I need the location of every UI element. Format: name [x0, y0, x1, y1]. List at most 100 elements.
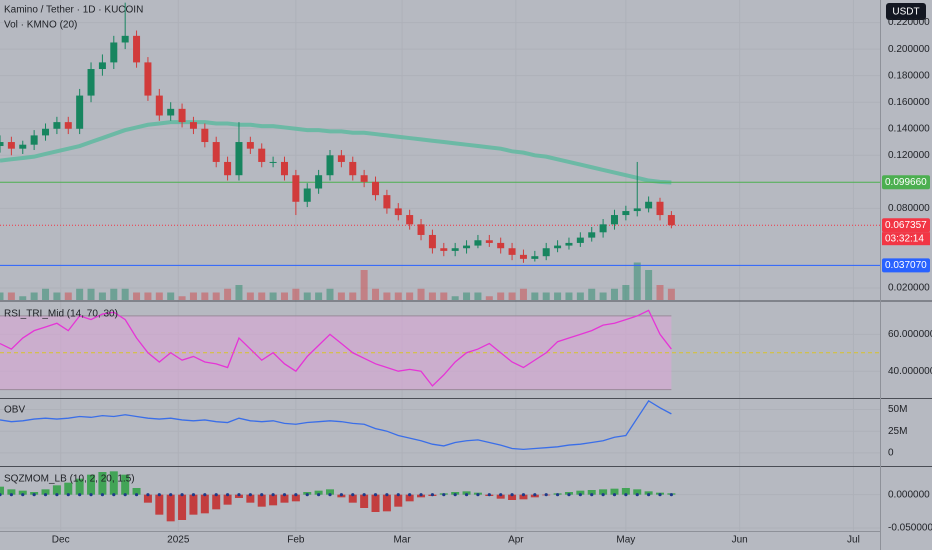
- squeeze-dot: [134, 493, 139, 497]
- candle-body: [645, 201, 653, 209]
- x-tick-label: May: [616, 535, 635, 546]
- volume-bar: [201, 292, 209, 300]
- price-badge: [882, 218, 930, 233]
- candle-body: [508, 248, 516, 255]
- candle-body: [246, 142, 254, 149]
- momentum-bar: [519, 494, 528, 500]
- candle-body: [497, 242, 505, 249]
- squeeze-dot: [487, 493, 491, 497]
- squeeze-dot: [180, 493, 184, 497]
- squeeze-dot: [317, 493, 321, 497]
- volume-bar: [0, 292, 4, 300]
- momentum-bar: [257, 494, 266, 507]
- candle-body: [258, 148, 266, 162]
- squeeze-dot: [89, 493, 93, 497]
- squeeze-dot: [408, 493, 412, 497]
- squeeze-dot: [260, 493, 264, 497]
- momentum-bar: [280, 494, 289, 503]
- candle-body: [224, 161, 232, 176]
- x-tick-label: Feb: [287, 535, 305, 546]
- squeeze-dot: [647, 493, 651, 497]
- candle-body: [178, 108, 186, 123]
- squeeze-dot: [282, 493, 287, 497]
- candle-body: [292, 175, 300, 202]
- squeeze-dot: [305, 493, 309, 497]
- momentum-bar: [587, 490, 596, 495]
- momentum-bar: [508, 494, 517, 500]
- squeeze-dot: [191, 493, 196, 497]
- candle-body: [326, 155, 334, 176]
- squeeze-dot: [419, 493, 423, 497]
- candle-body: [519, 254, 527, 259]
- volume-bar: [42, 288, 50, 300]
- candle-body: [485, 240, 493, 243]
- candle-body: [121, 35, 129, 43]
- squeeze-dot: [567, 493, 571, 497]
- volume-bar: [451, 296, 459, 300]
- volume-bar: [224, 288, 232, 300]
- squeeze-dot: [578, 493, 582, 497]
- squeeze-dot: [612, 493, 617, 497]
- squeeze-dot: [442, 493, 446, 497]
- squeeze-dot: [373, 493, 378, 497]
- squeeze-dot: [476, 493, 480, 497]
- volume-bar: [155, 292, 163, 300]
- candle-body: [360, 175, 368, 182]
- volume-bar: [645, 270, 653, 300]
- volume-bar: [656, 285, 664, 300]
- squeeze-dot: [533, 493, 537, 497]
- candle-body: [64, 122, 72, 129]
- squeeze-dot: [590, 493, 594, 497]
- squeeze-dot: [624, 493, 628, 497]
- price-badge-label: 0.099660: [885, 177, 927, 188]
- candle-body: [212, 142, 220, 162]
- squeeze-dot: [669, 493, 673, 497]
- candle-body: [576, 237, 584, 243]
- candle-body: [167, 108, 175, 116]
- y-tick-label: 60.000000: [888, 329, 932, 340]
- candle-body: [337, 155, 345, 162]
- volume-bar: [576, 292, 584, 300]
- squeeze-dot: [32, 493, 36, 497]
- volume-bar: [360, 270, 368, 300]
- candle-body: [280, 161, 288, 176]
- volume-bar: [64, 292, 72, 300]
- timer-label: 03:32:14: [885, 233, 924, 244]
- currency-label[interactable]: USDT: [892, 7, 919, 18]
- squeeze-dot: [430, 493, 435, 497]
- squeeze-dot: [169, 493, 173, 497]
- candle-body: [0, 142, 4, 147]
- momentum-bar: [610, 488, 619, 495]
- price-badge-label: 0.037070: [885, 260, 927, 271]
- candle-body: [189, 122, 197, 129]
- volume-bar: [246, 292, 254, 300]
- currency-badge[interactable]: [886, 3, 926, 20]
- y-tick-label: 25M: [888, 426, 907, 437]
- momentum-bar: [7, 489, 16, 495]
- candle-body: [235, 142, 243, 176]
- momentum-bar: [166, 494, 175, 522]
- volume-bar: [280, 292, 288, 300]
- squeeze-dot: [157, 493, 161, 497]
- volume-bar: [303, 292, 311, 300]
- volume-bar: [98, 292, 106, 300]
- x-tick-label: 2025: [167, 535, 190, 546]
- momentum-bar: [87, 474, 96, 495]
- y-tick-label: 0.160000: [888, 97, 930, 108]
- momentum-bar: [371, 494, 380, 512]
- candle-body: [394, 208, 402, 216]
- momentum-bar: [132, 488, 141, 495]
- candle-body: [19, 144, 27, 149]
- candle-body: [428, 234, 436, 249]
- volume-bar: [269, 292, 277, 300]
- volume-bar: [87, 288, 95, 300]
- squeeze-dot: [294, 493, 298, 497]
- volume-bar: [554, 292, 562, 300]
- candle-body: [87, 69, 95, 96]
- momentum-bar: [462, 491, 471, 495]
- squeeze-dot: [203, 493, 207, 497]
- volume-bar: [372, 288, 380, 300]
- momentum-bar: [326, 489, 334, 495]
